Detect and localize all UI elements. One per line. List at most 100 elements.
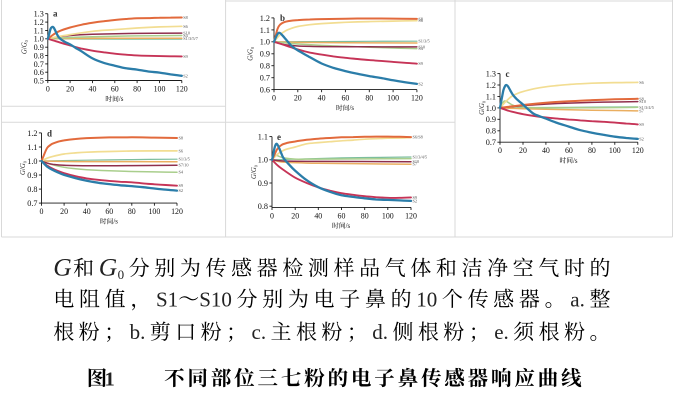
svg-text:/s: /s (573, 158, 578, 165)
svg-text:/s: /s (346, 223, 351, 230)
svg-text:a.: a. (570, 287, 585, 311)
svg-text:1.3: 1.3 (34, 10, 44, 19)
svg-text:1.3: 1.3 (486, 70, 496, 79)
svg-text:60: 60 (338, 211, 346, 220)
svg-text:0.8: 0.8 (260, 62, 270, 71)
svg-text:S1/3/5: S1/3/5 (179, 157, 190, 162)
svg-text:1.0: 1.0 (260, 38, 270, 47)
svg-text:S1/3/5/7: S1/3/5/7 (183, 36, 198, 41)
svg-text:20: 20 (60, 207, 68, 216)
svg-text:1.0: 1.0 (486, 104, 496, 113)
svg-text:0: 0 (118, 267, 125, 282)
svg-text:20: 20 (291, 211, 299, 220)
svg-text:60: 60 (565, 146, 573, 155)
svg-text:0.9: 0.9 (258, 179, 268, 188)
svg-text:0: 0 (270, 211, 274, 220)
svg-text:S2: S2 (183, 73, 188, 78)
svg-text:80: 80 (133, 85, 141, 94)
svg-text:e.: e. (494, 320, 509, 344)
svg-text:120: 120 (411, 94, 423, 103)
svg-text:10: 10 (416, 287, 437, 311)
svg-text:S8: S8 (179, 136, 184, 141)
svg-text:1.1: 1.1 (260, 26, 270, 35)
svg-text:0.8: 0.8 (486, 127, 496, 136)
svg-text:S9: S9 (179, 183, 184, 188)
svg-text:S2: S2 (179, 188, 184, 193)
svg-text:S7: S7 (413, 162, 418, 167)
svg-text:e: e (277, 132, 281, 142)
svg-text:100: 100 (148, 207, 160, 216)
svg-text:S10: S10 (199, 287, 232, 311)
svg-text:S6: S6 (639, 80, 644, 85)
svg-text:120: 120 (171, 207, 183, 216)
svg-text:0.9: 0.9 (27, 171, 37, 180)
svg-text:S6: S6 (183, 24, 188, 29)
svg-text:0.8: 0.8 (27, 185, 37, 194)
svg-text:S8: S8 (418, 16, 423, 21)
svg-text:S2: S2 (639, 136, 644, 141)
svg-text:/s: /s (119, 96, 124, 103)
svg-text:0: 0 (272, 94, 276, 103)
svg-text:S2: S2 (413, 198, 418, 203)
svg-text:80: 80 (361, 211, 369, 220)
svg-text:S8: S8 (639, 96, 644, 101)
svg-text:0.7: 0.7 (260, 74, 270, 83)
svg-text:1.2: 1.2 (34, 18, 44, 27)
svg-text:S6: S6 (418, 18, 423, 23)
svg-text:S6/S8: S6/S8 (413, 135, 423, 140)
svg-text:60: 60 (105, 207, 113, 216)
svg-text:1.1: 1.1 (258, 133, 268, 142)
svg-text:0.9: 0.9 (260, 50, 270, 59)
svg-text:S9: S9 (418, 61, 423, 66)
svg-text:/s: /s (113, 219, 118, 226)
svg-text:S9: S9 (183, 54, 188, 59)
svg-text:0: 0 (40, 207, 44, 216)
svg-text:60: 60 (111, 85, 119, 94)
svg-text:0.6: 0.6 (34, 68, 44, 77)
svg-text:100: 100 (609, 146, 621, 155)
svg-text:G/G0: G/G0 (248, 46, 256, 61)
svg-text:S9: S9 (413, 195, 418, 200)
svg-text:100: 100 (387, 94, 399, 103)
svg-text:S1: S1 (156, 287, 178, 311)
svg-text:0.9: 0.9 (486, 115, 496, 124)
svg-text:G/G0: G/G0 (251, 164, 259, 179)
svg-text:0.8: 0.8 (34, 51, 44, 60)
svg-text:20: 20 (294, 94, 302, 103)
svg-text:S10: S10 (413, 159, 420, 164)
svg-text:40: 40 (314, 211, 322, 220)
svg-text:0: 0 (498, 146, 502, 155)
svg-text:S7: S7 (639, 108, 644, 113)
svg-text:S4: S4 (183, 33, 188, 38)
svg-text:S2: S2 (418, 81, 423, 86)
svg-text:1.0: 1.0 (34, 35, 44, 44)
svg-text:40: 40 (318, 94, 326, 103)
svg-text:1.2: 1.2 (27, 129, 37, 138)
svg-text:G/G0: G/G0 (22, 39, 30, 54)
svg-text:S1/3/4/5: S1/3/4/5 (639, 105, 654, 110)
svg-text:0.7: 0.7 (34, 60, 44, 69)
svg-text:S8: S8 (183, 15, 188, 20)
svg-text:0.7: 0.7 (27, 199, 37, 208)
svg-text:1.1: 1.1 (486, 92, 496, 101)
svg-text:1.0: 1.0 (27, 157, 37, 166)
svg-text:a: a (53, 8, 58, 18)
svg-text:d: d (47, 129, 52, 139)
svg-text:1.2: 1.2 (486, 81, 496, 90)
svg-text:40: 40 (89, 85, 97, 94)
svg-text:80: 80 (128, 207, 136, 216)
svg-text:G/G0: G/G0 (479, 100, 487, 115)
svg-text:0: 0 (46, 85, 50, 94)
svg-text:40: 40 (83, 207, 91, 216)
svg-text:40: 40 (542, 146, 550, 155)
svg-text:0.9: 0.9 (34, 43, 44, 52)
svg-text:S10: S10 (418, 44, 425, 49)
svg-text:G: G (53, 252, 71, 281)
svg-text:1: 1 (105, 368, 115, 390)
svg-text:0.5: 0.5 (34, 77, 44, 86)
svg-text:/s: /s (350, 105, 355, 112)
svg-text:c: c (506, 69, 510, 79)
svg-text:c.: c. (252, 320, 267, 344)
svg-text:G: G (99, 252, 117, 281)
svg-text:b.: b. (130, 320, 146, 344)
